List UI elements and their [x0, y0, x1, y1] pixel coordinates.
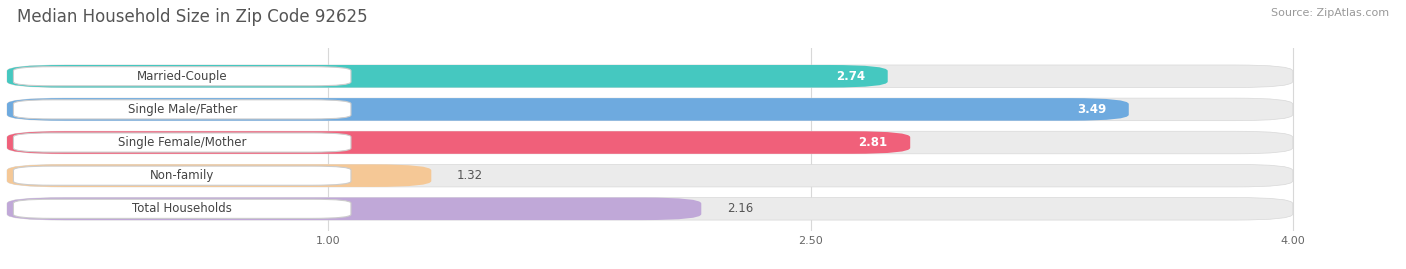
Text: 2.16: 2.16: [727, 202, 754, 215]
FancyBboxPatch shape: [14, 199, 352, 218]
FancyBboxPatch shape: [7, 164, 1292, 187]
FancyBboxPatch shape: [7, 164, 432, 187]
FancyBboxPatch shape: [7, 197, 1292, 220]
FancyBboxPatch shape: [7, 197, 702, 220]
Text: Source: ZipAtlas.com: Source: ZipAtlas.com: [1271, 8, 1389, 18]
FancyBboxPatch shape: [14, 67, 352, 86]
FancyBboxPatch shape: [7, 131, 910, 154]
Text: 2.81: 2.81: [859, 136, 887, 149]
Text: 2.74: 2.74: [837, 70, 865, 83]
Text: Single Male/Father: Single Male/Father: [128, 103, 236, 116]
FancyBboxPatch shape: [7, 65, 1292, 87]
Text: Non-family: Non-family: [150, 169, 214, 182]
Text: 3.49: 3.49: [1077, 103, 1107, 116]
FancyBboxPatch shape: [14, 166, 352, 185]
Text: Median Household Size in Zip Code 92625: Median Household Size in Zip Code 92625: [17, 8, 367, 26]
FancyBboxPatch shape: [14, 100, 352, 119]
FancyBboxPatch shape: [7, 131, 1292, 154]
Text: Married-Couple: Married-Couple: [136, 70, 228, 83]
Text: 1.32: 1.32: [457, 169, 484, 182]
Text: Total Households: Total Households: [132, 202, 232, 215]
FancyBboxPatch shape: [7, 65, 887, 87]
FancyBboxPatch shape: [7, 98, 1292, 121]
FancyBboxPatch shape: [14, 133, 352, 152]
FancyBboxPatch shape: [7, 98, 1129, 121]
Text: Single Female/Mother: Single Female/Mother: [118, 136, 246, 149]
